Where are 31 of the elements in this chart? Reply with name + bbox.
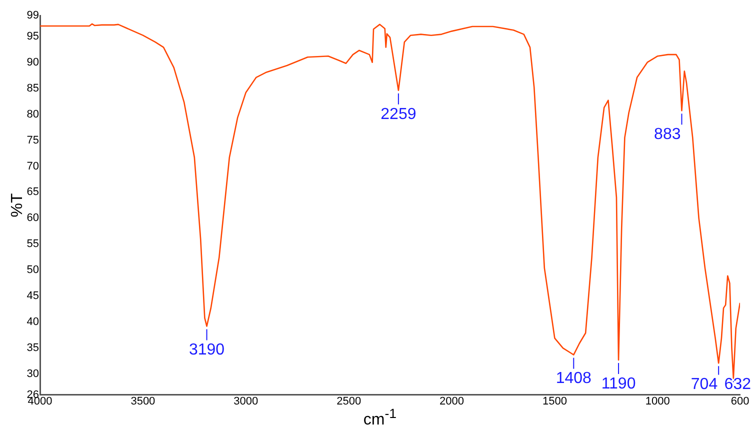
y-tick-label: 40 <box>26 316 39 328</box>
annotation: 1408 <box>556 370 592 388</box>
y-tick-label: 55 <box>26 238 39 250</box>
y-tick-label: 45 <box>26 290 39 302</box>
y-tick-label: 65 <box>26 186 39 198</box>
y-tick-label: 90 <box>26 56 39 68</box>
y-tick-label: 70 <box>26 160 39 172</box>
x-tick-label: 600 <box>730 395 750 408</box>
annotation: 3190 <box>188 342 225 359</box>
y-tick-label: 60 <box>26 212 39 224</box>
x-axis-title: cm$^{-1}$ <box>362 406 398 430</box>
x-tick-label: 2000 <box>440 395 464 408</box>
y-tick-label: 80 <box>26 108 39 120</box>
y-tick-label: 75 <box>26 134 39 146</box>
y-tick-label: 95 <box>26 30 39 42</box>
x-tick-label: 3000 <box>234 395 258 408</box>
y-tick-label: 35 <box>26 342 39 354</box>
x-tick-label: 1000 <box>645 395 670 408</box>
y-axis-title: %T <box>9 192 26 218</box>
annotation: 2259 <box>380 106 416 123</box>
x-tick-label: 1500 <box>542 395 567 408</box>
y-tick-label: 99 <box>26 10 39 22</box>
annotation: 704 <box>690 376 718 394</box>
y-tick-label: 50 <box>26 264 39 276</box>
annotation: 632 <box>724 376 752 394</box>
annotation: 1190 <box>601 375 636 392</box>
x-tick-label: 3500 <box>130 395 156 408</box>
annotation: 883 <box>654 126 681 144</box>
x-tick-label: 2500 <box>336 395 362 408</box>
y-tick-label: 85 <box>26 82 39 94</box>
y-tick-label: 30 <box>26 368 39 380</box>
